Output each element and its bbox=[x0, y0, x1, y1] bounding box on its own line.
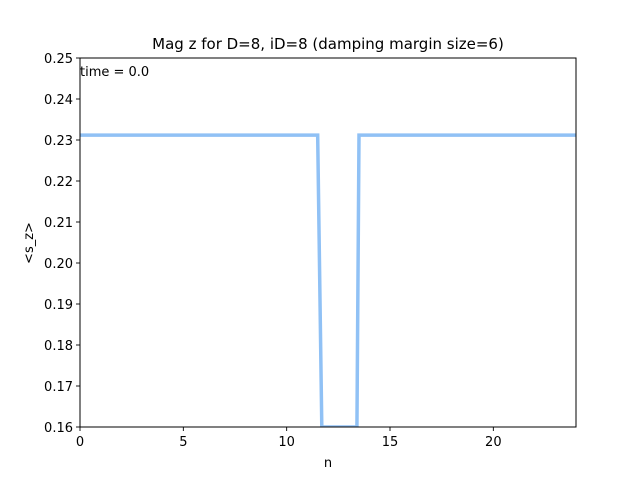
series-line-0 bbox=[80, 133, 576, 427]
x-axis: 0 5 10 15 20 bbox=[76, 427, 502, 450]
y-axis: 0.16 0.17 0.18 0.19 0.20 0.21 0.22 0.23 0.24 0.25 bbox=[44, 52, 80, 436]
x-tick-label: 15 bbox=[382, 435, 399, 450]
y-tick-label: 0.20 bbox=[44, 257, 73, 272]
y-tick-label: 0.22 bbox=[44, 175, 73, 190]
time-annotation: time = 0.0 bbox=[80, 65, 149, 80]
y-tick-label: 0.21 bbox=[44, 216, 73, 231]
y-tick-label: 0.17 bbox=[44, 380, 73, 395]
y-tick-label: 0.25 bbox=[44, 52, 73, 67]
x-tick-label: 10 bbox=[278, 435, 295, 450]
x-axis-label: n bbox=[324, 456, 332, 471]
y-axis-label: <s_z> bbox=[22, 222, 37, 264]
x-tick-label: 20 bbox=[485, 435, 502, 450]
y-tick-label: 0.19 bbox=[44, 298, 73, 313]
y-tick-label: 0.24 bbox=[44, 93, 73, 108]
x-tick-label: 0 bbox=[76, 435, 84, 450]
chart-title: Mag z for D=8, iD=8 (damping margin size… bbox=[152, 35, 504, 53]
plot-frame bbox=[79, 57, 577, 428]
y-tick-label: 0.18 bbox=[44, 339, 73, 354]
plot-area bbox=[80, 133, 576, 427]
y-tick-label: 0.23 bbox=[44, 134, 73, 149]
x-tick-label: 5 bbox=[179, 435, 187, 450]
y-tick-label: 0.16 bbox=[44, 421, 73, 436]
